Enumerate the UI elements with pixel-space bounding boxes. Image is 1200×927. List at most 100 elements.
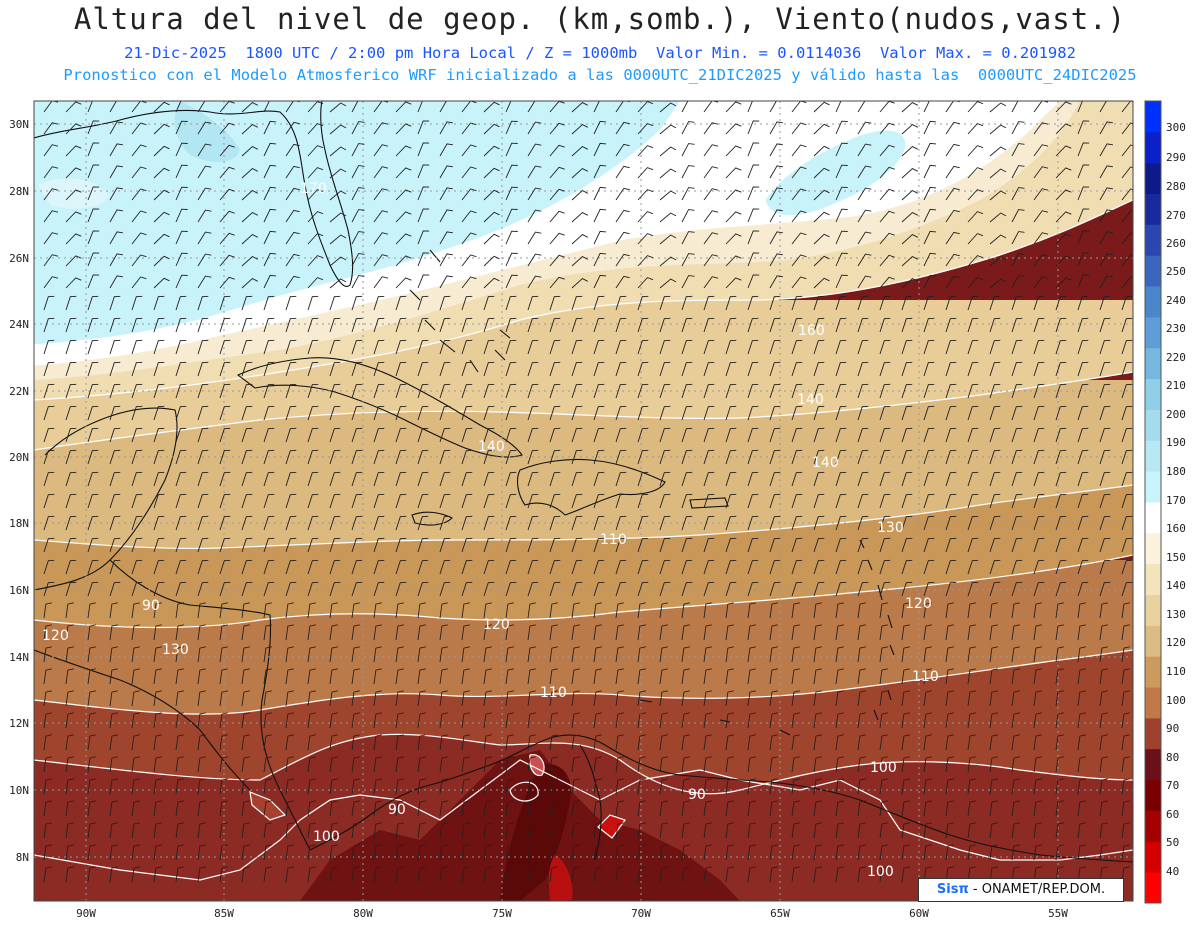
wind-barb xyxy=(637,295,649,311)
wind-barb xyxy=(65,211,82,223)
wind-barb xyxy=(439,493,451,509)
wind-barb xyxy=(989,844,998,861)
wind-barb xyxy=(901,778,910,795)
wind-barb xyxy=(1121,166,1133,179)
wind-barb xyxy=(1121,276,1133,289)
wind-barb xyxy=(1121,427,1133,443)
wind-barb xyxy=(659,493,671,509)
wind-barb xyxy=(747,208,760,223)
wind-barb xyxy=(571,800,580,817)
wind-barb xyxy=(417,515,429,531)
wind-barb xyxy=(109,209,123,223)
wind-barb xyxy=(1011,383,1023,399)
wind-barb xyxy=(307,690,316,707)
wind-barb xyxy=(329,602,338,619)
wind-barb xyxy=(131,317,143,333)
wind-barb xyxy=(549,646,558,663)
wind-barb xyxy=(351,581,363,597)
wind-barb xyxy=(439,253,453,267)
wind-barb xyxy=(725,449,737,465)
wind-barb xyxy=(417,208,430,223)
wind-barb xyxy=(373,210,389,223)
wind-barb xyxy=(109,405,121,421)
wind-barb xyxy=(659,624,668,641)
wind-barb xyxy=(813,339,825,355)
wind-barb xyxy=(835,295,847,311)
wind-barb xyxy=(1077,602,1086,619)
wind-barb xyxy=(329,190,347,201)
wind-barb xyxy=(153,822,162,839)
wind-barb xyxy=(439,361,451,377)
wind-barb xyxy=(175,427,187,443)
wind-barb xyxy=(351,317,363,333)
wind-barb xyxy=(747,537,759,553)
wind-barb xyxy=(879,232,895,245)
wind-barb xyxy=(505,537,517,553)
wind-barb xyxy=(835,101,842,113)
wind-barb xyxy=(329,339,341,355)
wind-barb xyxy=(593,537,605,553)
wind-barb xyxy=(989,778,998,795)
wind-barb xyxy=(1055,844,1064,861)
wind-barb xyxy=(483,123,500,135)
wind-barb xyxy=(835,230,848,245)
wind-barb xyxy=(967,405,979,421)
wind-barb xyxy=(65,712,74,729)
wind-barb xyxy=(593,317,605,333)
wind-barb xyxy=(219,405,231,421)
wind-barb xyxy=(549,383,561,399)
wind-barb xyxy=(967,427,979,443)
wind-barb xyxy=(813,449,825,465)
wind-barb xyxy=(659,537,671,553)
wind-barb xyxy=(615,339,627,355)
wind-barb xyxy=(725,317,737,333)
wind-barb xyxy=(505,101,512,113)
colorbar-swatch xyxy=(1145,563,1161,595)
wind-barb xyxy=(43,822,52,839)
forecast-time-line: 21-Dic-2025 1800 UTC / 2:00 pm Hora Loca… xyxy=(124,44,1076,62)
wind-barb xyxy=(1055,427,1067,443)
wind-barb xyxy=(1011,165,1025,179)
wind-barb xyxy=(571,756,580,773)
wind-barb xyxy=(1033,405,1045,421)
wind-barb xyxy=(263,537,275,553)
wind-barb xyxy=(637,712,646,729)
wind-barb xyxy=(329,471,341,487)
wind-barb xyxy=(153,690,162,707)
wind-barb xyxy=(549,210,565,223)
wind-barb xyxy=(1055,211,1072,223)
colorbar-tick: 130 xyxy=(1166,608,1186,621)
wind-barb xyxy=(923,274,937,289)
wind-barb xyxy=(813,844,822,861)
wind-barb xyxy=(703,449,715,465)
wind-barb xyxy=(65,167,82,179)
wind-barb xyxy=(351,121,365,135)
wind-barb xyxy=(65,493,77,509)
wind-barb xyxy=(197,405,209,421)
wind-barb xyxy=(813,515,825,531)
longitude-axis: 90W 85W 80W 75W 70W 65W 60W 55W xyxy=(76,907,1068,920)
wind-barb xyxy=(725,822,734,839)
wind-barb xyxy=(835,602,844,619)
wind-barb xyxy=(461,144,477,157)
wind-barb xyxy=(527,339,539,355)
wind-barb xyxy=(175,624,184,641)
wind-barb xyxy=(703,405,715,421)
wind-barb xyxy=(945,866,954,883)
wind-barb xyxy=(395,822,404,839)
wind-barb xyxy=(593,339,605,355)
wind-barb xyxy=(615,778,624,795)
wind-barb xyxy=(351,253,365,267)
lon-label: 85W xyxy=(214,907,234,920)
wind-barb xyxy=(307,339,319,355)
wind-barb xyxy=(1077,646,1086,663)
wind-barb xyxy=(791,405,803,421)
wind-barb xyxy=(395,756,404,773)
wind-barb xyxy=(153,167,170,179)
wind-barb xyxy=(351,756,360,773)
wind-barb xyxy=(571,471,583,487)
wind-barb xyxy=(637,646,646,663)
wind-barb xyxy=(1121,822,1130,839)
wind-barb xyxy=(989,690,998,707)
wind-barb xyxy=(703,166,719,179)
